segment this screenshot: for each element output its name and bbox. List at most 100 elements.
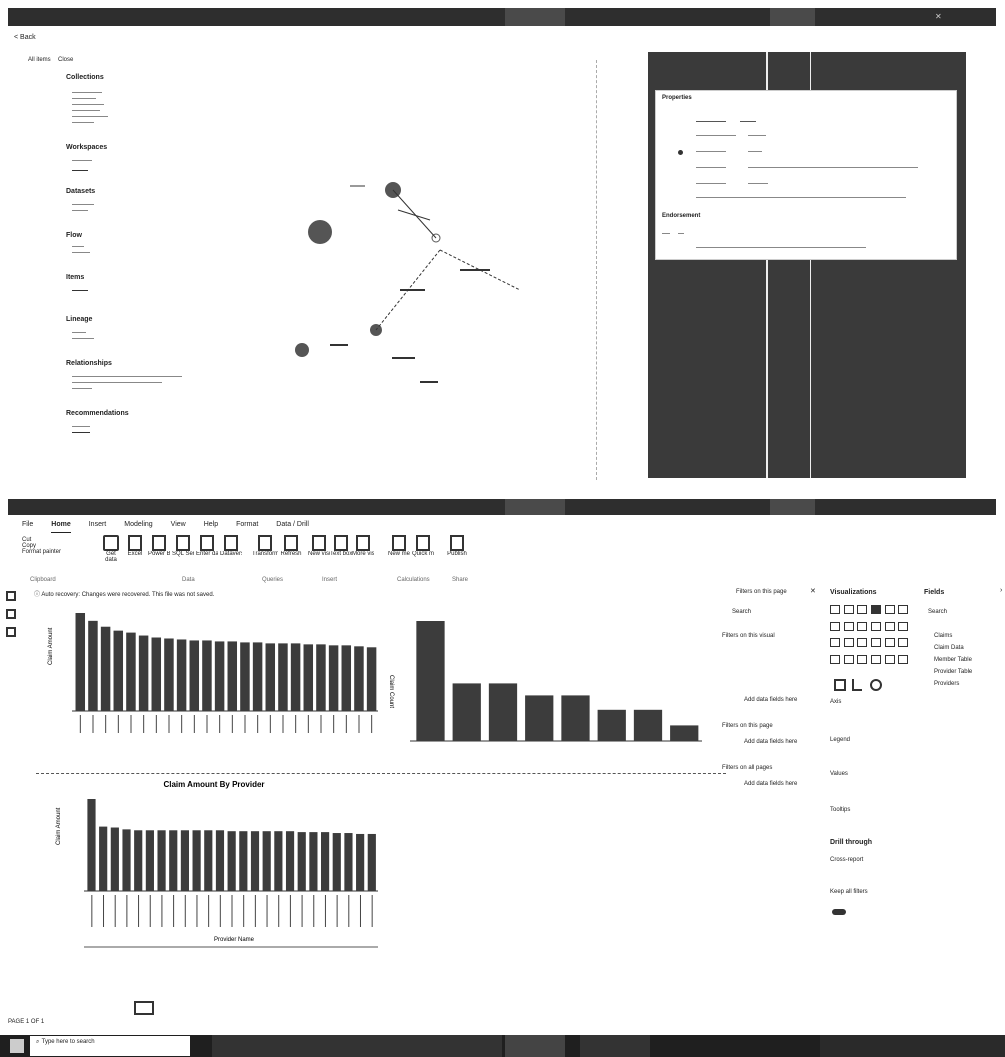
tab-file[interactable]: File [22,521,34,528]
tab-home[interactable]: Home [51,521,71,533]
chart-bar[interactable] [157,830,166,891]
fields-tab-icon[interactable] [834,679,846,691]
chart-bar[interactable] [215,830,225,891]
analytics-tab-icon[interactable] [870,679,882,691]
filter-item[interactable]: Add data fields here [744,739,798,745]
chart-bar[interactable] [670,725,699,741]
visual-type-icon[interactable] [871,605,881,614]
close-filters-icon[interactable]: ✕ [810,588,816,595]
tab-format[interactable]: Format [236,521,259,528]
windows-logo-icon[interactable] [10,1039,24,1053]
chart-bar[interactable] [366,647,377,711]
ribbon-button[interactable]: SQL Server [172,535,194,563]
chart-bar[interactable] [204,830,213,891]
chart-bar[interactable] [110,827,119,891]
ribbon-button[interactable]: New visual [308,535,330,563]
visual-type-icon[interactable] [871,638,881,647]
format-painter-button[interactable]: Format painter [22,549,62,555]
field-table[interactable]: Provider Table [934,669,973,675]
chart-bar[interactable] [189,640,200,711]
visual-type-icon[interactable] [884,654,895,664]
visual-type-icon[interactable] [830,605,840,614]
ribbon-button[interactable]: More visuals [352,535,374,563]
chart-top-left[interactable]: Claim Amount [44,605,384,745]
chart-bar[interactable] [290,643,301,711]
toolbar-item[interactable]: Close [58,57,74,63]
filter-item[interactable]: Add data fields here [744,697,798,703]
visual-type-icon[interactable] [898,654,909,664]
chart-bar[interactable] [100,626,111,711]
chart-bar[interactable] [227,641,238,711]
chart-bar[interactable] [202,640,212,711]
chart-bar[interactable] [113,630,124,711]
chart-top-right[interactable]: Claim Count [386,605,706,765]
visual-type-icon[interactable] [884,605,895,614]
visual-type-icon[interactable] [843,638,854,647]
visual-type-icon[interactable] [871,654,881,664]
chart-bar[interactable] [145,830,154,891]
tab-modeling[interactable]: Modeling [124,521,153,528]
model-view-icon[interactable] [6,627,16,637]
visual-type-icon[interactable] [871,621,881,631]
cut-button[interactable]: Cut [22,537,32,543]
ribbon-button[interactable]: Quick measure [412,535,434,563]
chart-bar[interactable] [285,831,295,891]
format-tab-icon[interactable] [852,679,862,691]
ribbon-button[interactable]: Excel [124,535,146,563]
chart-bar[interactable] [180,830,190,891]
chart-bar[interactable] [278,643,288,711]
toolbar-item[interactable]: All items [28,57,51,63]
visual-type-icon[interactable] [857,621,868,631]
chart-bar[interactable] [227,831,236,891]
ribbon-button[interactable]: Dataverse [220,535,242,563]
chart-bar[interactable] [240,642,250,711]
chart-bar[interactable] [169,830,178,891]
visual-type-icon[interactable] [898,605,909,614]
visual-type-icon[interactable] [857,638,868,647]
chart-bar[interactable] [328,645,339,711]
ribbon-button[interactable]: Get data [100,535,122,563]
field-table[interactable]: Member Table [934,657,972,663]
chart-bar[interactable] [262,831,271,891]
chart-bar[interactable] [416,621,445,741]
chart-bar[interactable] [265,643,276,711]
visual-type-icon[interactable] [884,621,895,631]
ribbon-button[interactable]: Publish [446,535,468,563]
chart-bar[interactable] [561,695,590,741]
copy-button[interactable]: Copy [22,543,37,549]
chart-bar[interactable] [525,695,554,741]
taskbar-search[interactable]: ⌕ Type here to search [30,1036,190,1056]
chart-bar[interactable] [87,799,96,891]
chart-bar[interactable] [321,832,330,891]
chart-bar[interactable] [239,831,248,891]
chart-bar[interactable] [252,642,263,711]
visual-type-icon[interactable] [857,605,868,614]
visual-type-icon[interactable] [843,654,854,664]
chart-bar[interactable] [138,635,149,711]
tab-help[interactable]: Help [203,521,219,528]
data-view-icon[interactable] [6,609,16,619]
visual-type-icon[interactable] [898,638,909,647]
field-table[interactable]: Claims [934,633,953,639]
close-icon[interactable]: ✕ [935,12,942,21]
chart-bar[interactable] [134,830,143,891]
chart-bar[interactable] [332,833,341,891]
chart-bar[interactable] [122,829,131,891]
chart-bar[interactable] [367,833,376,891]
chart-bar[interactable] [126,632,136,711]
chart-bar[interactable] [356,833,365,891]
chart-bar[interactable] [151,637,162,712]
tab-insert[interactable]: Insert [88,521,107,528]
visual-type-icon[interactable] [857,654,868,664]
chart-bar[interactable] [88,620,98,711]
chart-bar[interactable] [176,639,187,711]
chart-bar[interactable] [344,833,353,891]
chart-bar[interactable] [309,832,318,891]
visual-type-icon[interactable] [830,654,840,664]
taskbar-app[interactable] [580,1035,650,1057]
fields-search[interactable]: Search [928,609,948,615]
ribbon-button[interactable]: Enter data [196,535,218,563]
ribbon-button[interactable]: New measure [388,535,410,563]
tab-data-drill[interactable]: Data / Drill [276,521,309,528]
back-button[interactable]: < Back [14,34,36,41]
